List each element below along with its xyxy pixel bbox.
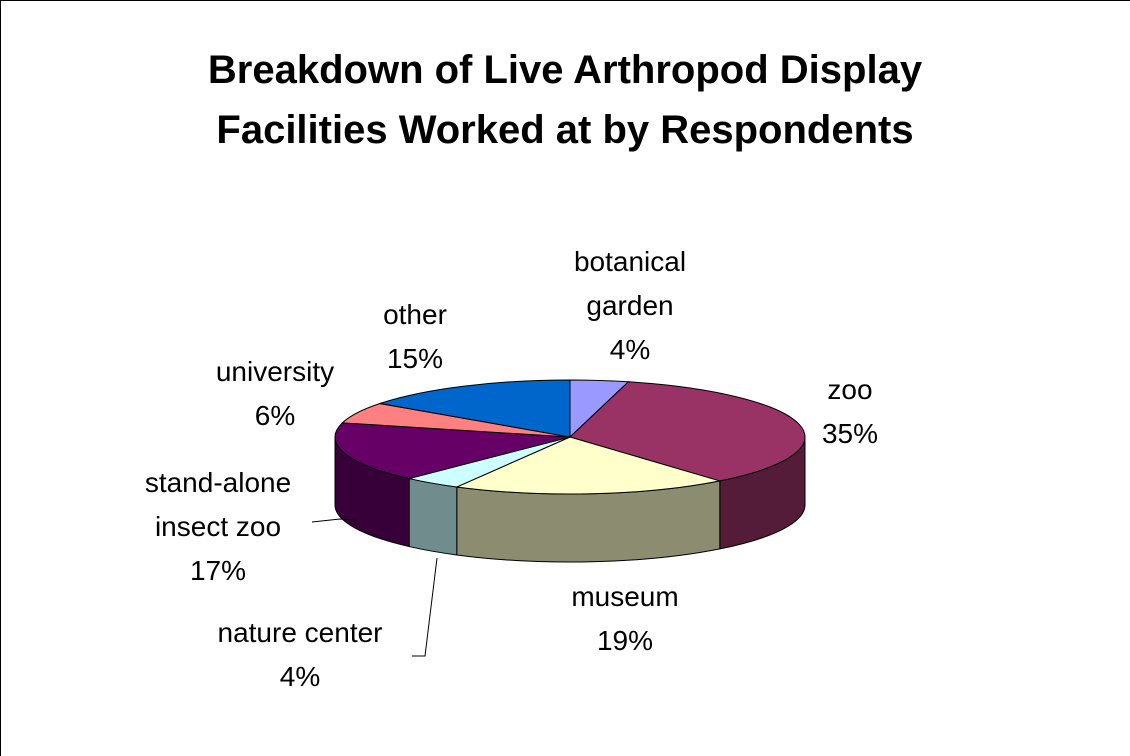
slice-label: nature center 4% [180, 611, 420, 699]
category-label: other [383, 299, 447, 330]
slice [569, 381, 806, 482]
category-label: botanical garden [573, 246, 687, 321]
slice [334, 422, 571, 480]
slice-label: other 15% [355, 293, 475, 381]
value-label: 35% [821, 418, 879, 449]
slice-label: university 6% [185, 350, 365, 438]
leader-line [311, 518, 358, 523]
slice [454, 436, 720, 495]
value-label: 6% [254, 400, 296, 431]
category-label: museum [571, 581, 679, 612]
value-label: 17% [189, 555, 247, 586]
category-label: zoo [827, 374, 873, 405]
slice-label: museum 19% [515, 575, 735, 663]
slice-label: botanical garden 4% [545, 240, 715, 372]
chart-title: Breakdown of Live Arthropod Display Faci… [207, 48, 923, 152]
slice-label: zoo 35% [790, 368, 910, 456]
value-label: 4% [609, 334, 651, 365]
slice-label: stand-alone insect zoo 17% [121, 461, 316, 593]
category-label: stand-alone insect zoo [144, 467, 292, 542]
value-label: 19% [596, 625, 654, 656]
pie [334, 379, 806, 563]
value-label: 15% [386, 343, 444, 374]
leader-line [412, 557, 438, 657]
slice [379, 379, 571, 438]
value-label: 4% [279, 661, 321, 692]
category-label: university [215, 356, 335, 387]
slice-side [408, 477, 458, 556]
category-label: nature center [217, 617, 383, 648]
